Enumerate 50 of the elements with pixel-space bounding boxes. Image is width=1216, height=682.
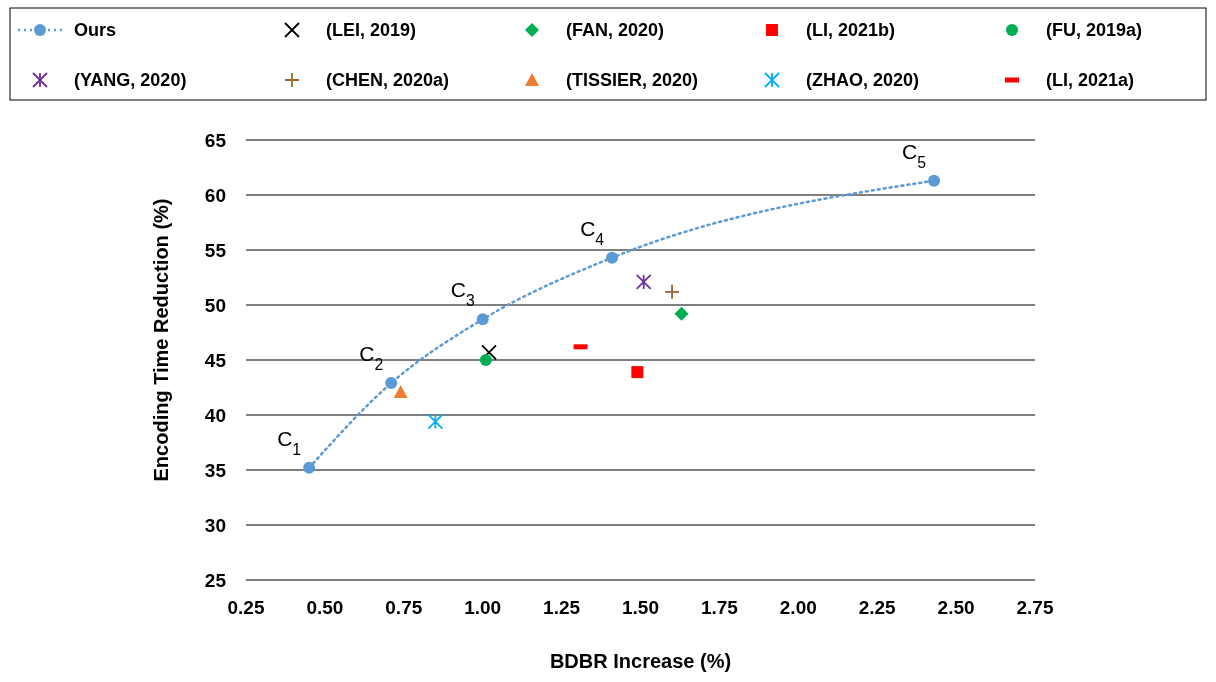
y-tick-label: 60: [204, 185, 226, 206]
annotation: C$_{3}$: [450, 278, 475, 309]
x-tick-label: 1.25: [543, 597, 581, 618]
point: [385, 377, 398, 390]
x-tick-label: 2.25: [858, 597, 897, 618]
legend-label: (LEI, 2019): [326, 20, 417, 40]
legend-label: (ZHAO, 2020): [806, 70, 920, 90]
y-axis-title: Encoding Time Reduction (%): [150, 198, 172, 482]
x-axis-title: BDBR Increase (%): [549, 650, 732, 672]
annotation: C$_{2}$: [359, 342, 384, 373]
point: [479, 354, 492, 366]
y-tick-label: 35: [204, 460, 227, 481]
y-tick-label: 55: [204, 240, 227, 261]
x-tick-label: 0.75: [385, 597, 423, 618]
x-tick-label: 1.00: [464, 597, 502, 618]
legend-label: (TISSIER, 2020): [566, 70, 699, 90]
y-tick-label: 45: [204, 350, 227, 371]
legend-label: (YANG, 2020): [74, 70, 187, 90]
y-tick-label: 40: [204, 405, 226, 426]
point: [664, 283, 680, 300]
point: [303, 461, 316, 474]
point: [476, 313, 489, 326]
annotation: C$_{1}$: [277, 426, 302, 458]
x-tick-label: 2.00: [779, 597, 817, 618]
x-tick-label: 2.75: [1016, 597, 1054, 618]
point: [427, 413, 444, 430]
legend-label: (LI, 2021b): [806, 20, 896, 40]
point: [481, 344, 497, 361]
y-tick-label: 30: [204, 515, 226, 536]
point: [606, 251, 619, 264]
legend-label: Ours: [74, 20, 117, 40]
point: [631, 366, 644, 379]
annotation: C$_{4}$: [580, 216, 605, 248]
x-tick-label: 0.25: [227, 597, 265, 618]
legend-label: (CHEN, 2020a): [326, 70, 450, 90]
x-tick-label: 1.50: [622, 597, 659, 618]
legend-label: (LI, 2021a): [1046, 70, 1135, 90]
y-tick-label: 65: [204, 130, 227, 151]
x-tick-label: 2.50: [937, 597, 975, 618]
annotation: C$_{5}$: [902, 139, 927, 171]
x-tick-label: 0.50: [306, 597, 344, 618]
point: [393, 384, 408, 398]
legend-label: (FU, 2019a): [1046, 20, 1143, 40]
y-tick-label: 50: [204, 295, 226, 316]
legend-label: (FAN, 2020): [566, 20, 665, 40]
point: [635, 274, 652, 290]
point: [928, 174, 941, 187]
y-tick-label: 25: [204, 570, 227, 591]
point: [674, 306, 689, 321]
x-tick-label: 1.75: [700, 597, 739, 618]
